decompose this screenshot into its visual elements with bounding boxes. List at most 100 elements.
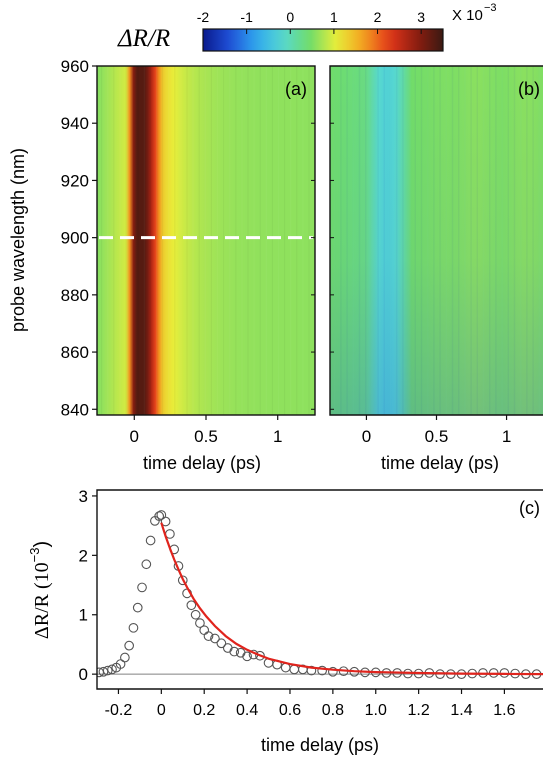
data-point-3 — [107, 664, 117, 675]
heatmap-a-stripe-20 — [223, 66, 224, 415]
data-point-9 — [132, 602, 143, 613]
panel-a-ytick-label-6: 840 — [61, 400, 89, 419]
heatmap-b-stripe-21 — [464, 66, 466, 415]
data-point-27 — [210, 633, 220, 644]
data-point-1 — [98, 666, 109, 677]
heatmap-a-stripe-14 — [186, 66, 187, 415]
heatmap-b-stripe-11 — [402, 66, 404, 415]
heatmap-b-stripe-22 — [470, 66, 472, 415]
heatmap-b-stripe-24 — [482, 66, 485, 415]
heatmap-b-stripe-1 — [340, 66, 342, 415]
data-point-26 — [203, 631, 214, 641]
heatmap-b-stripe-19 — [451, 66, 454, 415]
colorbar-gradient — [202, 28, 444, 52]
panel-c-xtick-label-2: 0.2 — [193, 702, 215, 719]
heatmap-a-stripe-8 — [150, 66, 151, 415]
data-point-14 — [154, 511, 165, 521]
panel-a-ytick-label-1: 940 — [61, 114, 89, 133]
data-point-6 — [120, 652, 130, 663]
plot-c-data — [97, 510, 543, 679]
heatmap-a-fill — [97, 66, 315, 415]
data-point-22 — [186, 600, 197, 611]
heatmap-b-stripe-3 — [352, 66, 354, 415]
panel-c-xtick-label-7: 1.2 — [408, 702, 430, 719]
heatmap-a-stripe-21 — [229, 66, 230, 415]
heatmap-a-stripe-29 — [278, 66, 279, 415]
data-point-12 — [145, 535, 156, 546]
heatmap-a-stripe-34 — [308, 66, 309, 415]
heatmap-b-stripe-16 — [433, 66, 435, 415]
heatmap-a-stripe-12 — [174, 66, 175, 415]
panel-c-xtick-label-4: 0.6 — [279, 702, 301, 719]
heatmap-a-stripe-16 — [199, 66, 200, 415]
heatmap-a-stripe-0 — [101, 66, 102, 415]
fit-curve — [160, 522, 543, 676]
panel-c-xtick-label-6: 1.0 — [365, 702, 387, 719]
measured-points — [97, 510, 542, 679]
panel-a-ticks: 960 940 920 900 880 860 840 0 0.5 1 — [61, 57, 315, 446]
panel-c-xtick-label-1: 0 — [157, 702, 166, 719]
data-point-10 — [137, 582, 147, 593]
heatmap-b-stripe-14 — [420, 66, 423, 415]
heatmap-b-stripe-10 — [396, 66, 398, 415]
panel-c-xtick-label-5: 0.8 — [322, 702, 344, 719]
data-point-31 — [235, 647, 246, 658]
heatmap-b-stripe-30 — [520, 66, 522, 415]
panel-b-ticks: 0 0.5 1 — [330, 65, 511, 446]
panel-c-label: (c) — [519, 498, 540, 518]
panel-a-xtick-label-0: 0 — [130, 427, 139, 446]
panel-c-ylabel-close: ) — [31, 541, 53, 548]
heatmap-a-stripe-31 — [290, 66, 291, 415]
heatmap-a-stripe-25 — [254, 66, 255, 415]
data-point-20 — [177, 575, 188, 586]
panel-a-ylabel: probe wavelength (nm) — [8, 148, 28, 332]
heatmap-a-stripe-9 — [156, 66, 157, 415]
heatmap-a-stripe-17 — [205, 66, 206, 415]
heatmap-b-stripe-23 — [476, 66, 478, 415]
panel-a-label: (a) — [285, 79, 307, 99]
panel-b-xtick-label-1: 0.5 — [425, 427, 449, 446]
panel-a-ytick-label-2: 920 — [61, 171, 89, 190]
heatmap-b-stripe-9 — [389, 66, 392, 415]
heatmap-b-stripe-26 — [495, 66, 497, 415]
panel-a-xtick-label-1: 0.5 — [194, 427, 218, 446]
heatmap-b-stripe-7 — [377, 66, 379, 415]
heatmap-b-stripe-4 — [358, 66, 361, 415]
panel-c-xtick-label-3: 0.4 — [236, 702, 258, 719]
data-point-24 — [195, 618, 205, 628]
heatmap-b-stripe-28 — [507, 66, 509, 415]
heatmap-b-stripe-13 — [414, 66, 416, 415]
heatmap-a-stripe-23 — [241, 66, 242, 415]
panel-c-xtick-label-9: 1.6 — [493, 702, 515, 719]
data-point-32 — [242, 651, 252, 662]
colorbar-tick-label-4: 2 — [374, 9, 382, 25]
data-point-7 — [124, 640, 135, 651]
heatmap-b-stripe-29 — [513, 66, 516, 415]
colorbar-tick-label-3: 1 — [330, 9, 338, 25]
heatmap-b-stripe-33 — [538, 66, 540, 415]
panel-c-frame — [96, 489, 543, 690]
panel-b-xlabel: time delay (ps) — [381, 453, 499, 473]
colorbar-exponent: X 10 −3 — [452, 2, 497, 24]
panel-a-ytick-label-4: 880 — [61, 286, 89, 305]
panel-a: (a) 960 940 920 900 880 860 840 0 0.5 1 time dela… — [8, 57, 316, 473]
heatmap-a-stripe-7 — [144, 66, 145, 415]
panel-c-xtick-label-8: 1.4 — [450, 702, 472, 719]
panel-a-ytick-label-5: 860 — [61, 343, 89, 362]
panel-c-ylabel-exp: −3 — [27, 548, 42, 563]
panel-c-ytick-label-3: 3 — [79, 487, 88, 506]
heatmap-a-stripe-4 — [125, 66, 126, 415]
data-point-2 — [102, 665, 113, 676]
heatmap-a-stripe-27 — [266, 66, 267, 415]
heatmap-a-stripe-1 — [107, 66, 108, 415]
heatmap-a-stripe-11 — [168, 66, 169, 415]
heatmap-b-stripe-31 — [526, 66, 528, 415]
panel-b-label: (b) — [518, 79, 540, 99]
panel-a-xtick-label-2: 1 — [273, 427, 282, 446]
heatmap-a-stripe-30 — [284, 66, 285, 415]
heatmap-b-stripe-32 — [532, 66, 534, 415]
colorbar-exponent-power: −3 — [484, 2, 497, 14]
panel-c-ylabel: ΔR/R (10−3) — [27, 541, 53, 639]
data-point-16 — [160, 516, 171, 527]
